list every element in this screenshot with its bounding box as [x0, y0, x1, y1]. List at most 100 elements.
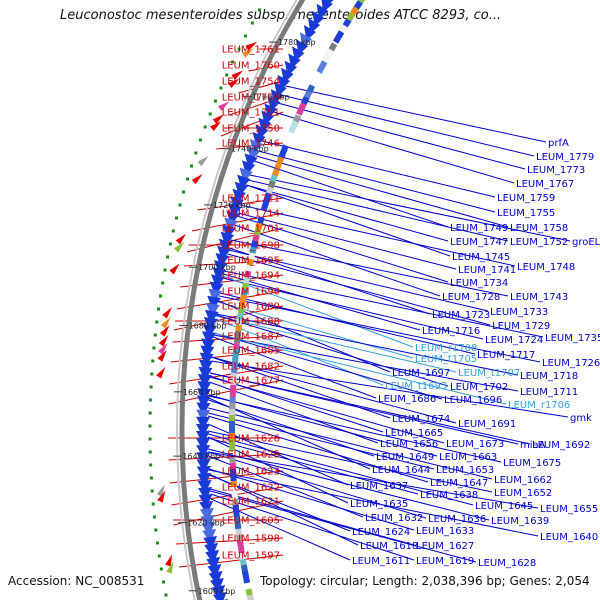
- kbp-ticks: 1780 kbp 1760 kbp 1740 kbp 1720 kbp 1700 kbp…: [173, 38, 316, 596]
- rna-gene-label: LEUM_t1707: [458, 368, 520, 379]
- forward-feature: [204, 543, 219, 557]
- forward-leader-line: [219, 292, 476, 355]
- forward-leader-line: [218, 301, 414, 359]
- reverse-feature: [157, 490, 166, 503]
- forward-leader-line: [213, 334, 519, 392]
- forward-gene-label: LEUM_1639: [491, 516, 549, 527]
- feature-labels: LEUM_1761 LEUM_1760 LEUM_1754 LEUM_1753 LEUM…: [222, 45, 600, 570]
- reverse-leader-line: [173, 500, 284, 526]
- forward-leader-line: [219, 295, 541, 363]
- forward-gene-label: LEUM_1767: [516, 179, 574, 190]
- reverse-leader-line: [175, 537, 284, 545]
- forward-gene-label: LEUM_1640: [540, 532, 598, 543]
- forward-feature: [198, 366, 213, 381]
- forward-gene-label: LEUM_1729: [492, 321, 550, 332]
- forward-gene-label: LEUM_1635: [350, 499, 408, 510]
- ring-dot: [157, 307, 161, 311]
- forward-gene-label: LEUM_1637: [350, 481, 408, 492]
- forward-feature: [212, 592, 227, 600]
- reverse-gene-label: LEUM_1714: [222, 209, 280, 220]
- dotted-ring: [148, 8, 262, 597]
- category-block: [322, 48, 334, 62]
- ring-dot: [148, 437, 152, 441]
- ring-dot: [161, 281, 165, 285]
- ring-dot: [198, 138, 202, 142]
- forward-feature: [197, 388, 212, 402]
- forward-feature: [205, 550, 220, 565]
- forward-gene-label: miaA: [520, 440, 546, 451]
- forward-gene-label: LEUM_1697: [392, 368, 450, 379]
- forward-leader-line: [234, 224, 441, 297]
- forward-gene-label: LEUM_1645: [475, 501, 533, 512]
- rna-gene-label: LEUM_t1693: [385, 381, 447, 392]
- ring-dot: [237, 47, 241, 51]
- forward-feature: [196, 431, 211, 445]
- reverse-gene-label: LEUM_1695: [222, 256, 280, 267]
- forward-leader-line: [257, 150, 496, 213]
- ring-dot: [151, 502, 155, 506]
- ring-dot: [153, 333, 157, 337]
- forward-leader-line: [273, 111, 515, 184]
- reverse-gene-label: LEUM_1598: [222, 534, 280, 545]
- forward-gene-label: LEUM_1647: [430, 478, 488, 489]
- category-block: [229, 468, 237, 482]
- reverse-gene-label: LEUM_1625: [222, 450, 280, 461]
- ring-dot: [213, 99, 217, 103]
- forward-feature: [210, 578, 224, 593]
- forward-leader-line: [213, 332, 507, 405]
- ring-dot: [175, 216, 179, 220]
- ring-dot: [164, 593, 168, 597]
- reverse-gene-label: LEUM_1690: [222, 287, 280, 298]
- ring-dot: [149, 476, 153, 480]
- forward-feature: [217, 245, 231, 261]
- category-block: [260, 198, 270, 212]
- forward-gene-label: LEUM_1758: [510, 223, 568, 234]
- kbp-tick-label: 1700 kbp: [198, 263, 236, 272]
- reverse-feature: [158, 335, 169, 347]
- forward-leader-line: [247, 179, 509, 242]
- reverse-gene-label: LEUM_1698: [222, 241, 280, 252]
- forward-gene-label: LEUM_1759: [497, 193, 555, 204]
- forward-feature: [212, 267, 227, 282]
- forward-feature: [207, 564, 222, 579]
- forward-gene-label: LEUM_1711: [520, 387, 578, 398]
- forward-feature: [234, 181, 249, 197]
- forward-gene-label: LEUM_1663: [439, 452, 497, 463]
- forward-leader-line: [208, 399, 375, 457]
- forward-leader-line: [254, 160, 449, 228]
- forward-leader-line: [222, 277, 484, 340]
- category-block: [232, 348, 240, 362]
- reverse-feature: [159, 325, 170, 337]
- reverse-feature: [242, 48, 254, 58]
- forward-leader-line: [228, 247, 431, 315]
- kbp-tick-label: 1720 kbp: [213, 201, 251, 210]
- ring-dot: [148, 450, 152, 454]
- forward-feature: [204, 309, 219, 324]
- reverse-gene-label: LEUM_1754: [222, 77, 280, 88]
- forward-gene-label: LEUM_1752: [510, 237, 568, 248]
- forward-leader-line: [210, 493, 415, 561]
- forward-gene-label: LEUM_1716: [422, 326, 480, 337]
- forward-feature: [201, 338, 216, 353]
- forward-feature: [218, 238, 233, 254]
- forward-feature: [196, 445, 211, 459]
- kbp-tick-label: 1760 kbp: [252, 92, 290, 101]
- forward-leader-line: [249, 174, 571, 242]
- ring-dot: [149, 398, 153, 402]
- forward-gene-label: prfA: [548, 138, 569, 149]
- forward-feature: [224, 217, 238, 232]
- reverse-gene-label: LEUM_1761: [222, 45, 280, 56]
- forward-leader-line: [281, 94, 535, 157]
- forward-gene-label: LEUM_1644: [372, 465, 430, 476]
- accession-text: Accession: NC_008531: [8, 574, 145, 588]
- forward-feature: [199, 352, 214, 367]
- forward-gene-label: LEUM_1723: [432, 310, 490, 321]
- forward-feature: [213, 260, 228, 275]
- reverse-feature: [160, 317, 171, 329]
- ring-dot: [231, 60, 235, 64]
- reverse-gene-label: LEUM_1701: [222, 224, 280, 235]
- reverse-gene-label: LEUM_1721: [222, 194, 280, 205]
- forward-leader-line: [210, 490, 477, 563]
- forward-leader-line: [207, 437, 419, 495]
- forward-feature: [202, 529, 217, 543]
